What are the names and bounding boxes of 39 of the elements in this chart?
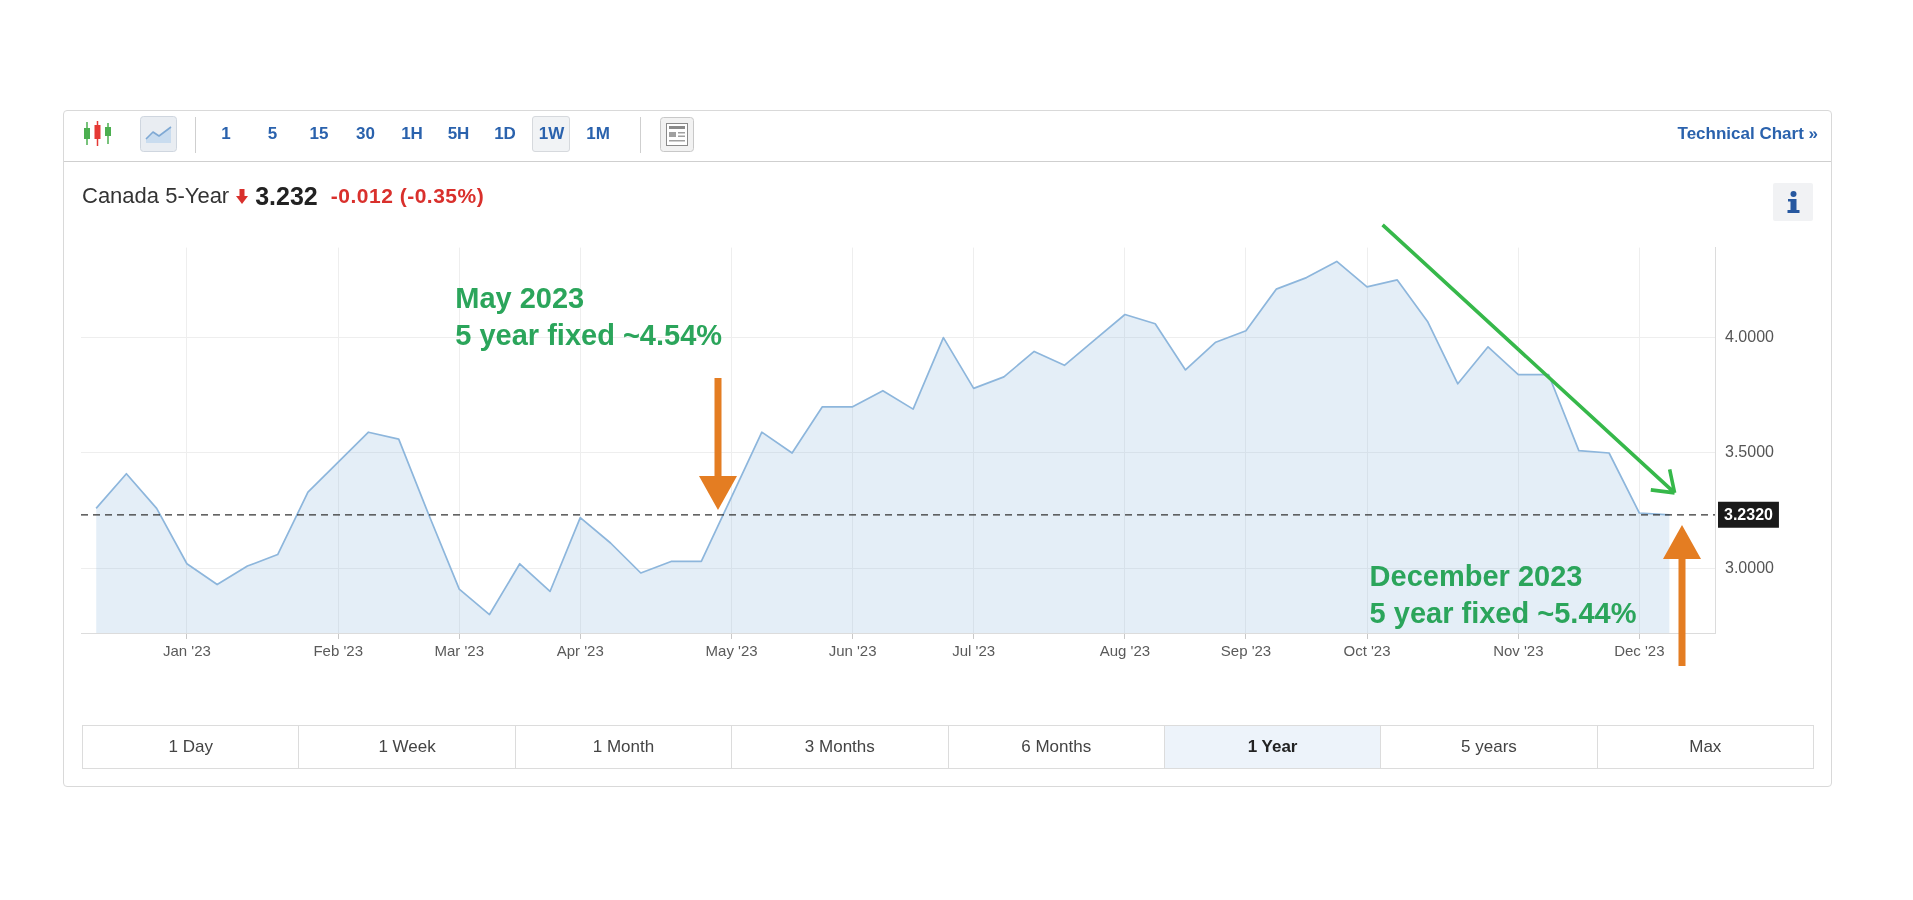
annotation: May 2023 5 year fixed ~4.54% — [455, 281, 723, 354]
x-tick-label: Jun '23 — [828, 642, 877, 660]
text: Technical Chart » — [1677, 124, 1818, 144]
x-tick-label: Jan '23 — [162, 642, 211, 660]
x-tick-label: Aug '23 — [1099, 642, 1151, 660]
x-tick-label: Apr '23 — [556, 642, 604, 660]
text: 1W — [538, 124, 565, 144]
text: 5 — [267, 124, 278, 144]
ref-line-label: 3.2320 — [1724, 506, 1774, 524]
y-tick-label: 3.5000 — [1725, 443, 1775, 461]
x-tick-label: Oct '23 — [1343, 642, 1391, 660]
range-button[interactable]: 1 Year — [1164, 726, 1382, 768]
range-button[interactable]: 1 Week — [299, 726, 516, 768]
x-tick-label: Dec '23 — [1614, 642, 1665, 660]
range-button[interactable]: 3 Months — [732, 726, 949, 768]
text: 1H — [401, 124, 423, 144]
text: 3.232 — [255, 181, 318, 211]
text: 1M — [586, 124, 610, 144]
x-tick-label: Feb '23 — [313, 642, 363, 660]
x-tick-label: Sep '23 — [1220, 642, 1272, 660]
text: -0.012 (-0.35%) — [330, 184, 485, 208]
text: 5H — [447, 124, 470, 144]
text: 1 — [221, 124, 231, 144]
x-tick-label: May '23 — [705, 642, 758, 660]
range-button[interactable]: Max — [1597, 726, 1813, 768]
x-tick-label: Mar '23 — [434, 642, 485, 660]
chart-title: Canada 5-Year — [82, 183, 230, 209]
range-button[interactable]: 1 Month — [515, 726, 733, 768]
x-tick-label: Nov '23 — [1493, 642, 1544, 660]
text: 15 — [309, 124, 329, 144]
annotation: December 2023 5 year fixed ~5.44% — [1369, 558, 1637, 631]
x-tick-label: Jul '23 — [952, 642, 996, 660]
range-button[interactable]: 6 Months — [948, 726, 1165, 768]
text: 30 — [356, 124, 375, 144]
y-tick-label: 4.0000 — [1725, 328, 1775, 346]
range-button[interactable]: 1 Day — [83, 726, 300, 768]
text: 1D — [494, 124, 516, 144]
y-tick-label: 3.0000 — [1725, 558, 1775, 576]
range-button[interactable]: 5 years — [1381, 726, 1598, 768]
